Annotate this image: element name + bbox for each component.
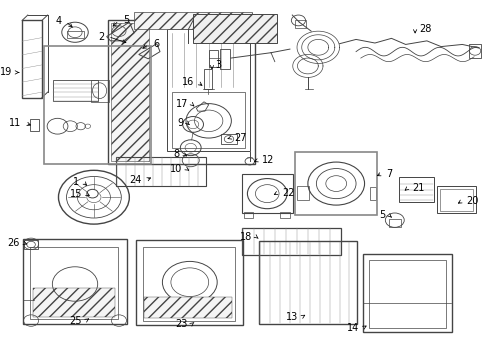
- Bar: [22, 21, 42, 98]
- Bar: [167, 30, 249, 151]
- Bar: [90, 80, 108, 102]
- Circle shape: [87, 189, 98, 198]
- Bar: [111, 23, 149, 161]
- Text: 9: 9: [177, 118, 183, 128]
- Bar: [294, 152, 377, 215]
- Bar: [468, 44, 480, 58]
- Text: 15: 15: [70, 189, 82, 199]
- Bar: [243, 212, 253, 218]
- Bar: [294, 20, 306, 28]
- Text: 11: 11: [9, 118, 21, 128]
- Bar: [134, 12, 252, 30]
- Bar: [193, 14, 277, 43]
- Bar: [436, 186, 475, 213]
- Bar: [171, 92, 244, 148]
- Bar: [203, 69, 212, 89]
- Text: 7: 7: [385, 168, 391, 179]
- Text: 2: 2: [98, 32, 104, 41]
- Bar: [44, 45, 150, 164]
- Text: 16: 16: [182, 77, 194, 87]
- Text: 26: 26: [7, 238, 19, 248]
- Bar: [142, 247, 234, 320]
- Text: 5: 5: [378, 210, 385, 220]
- Bar: [53, 80, 98, 101]
- Bar: [220, 49, 229, 69]
- Bar: [144, 297, 231, 318]
- Bar: [208, 50, 218, 67]
- Bar: [30, 247, 117, 319]
- Text: 19: 19: [0, 67, 12, 77]
- Text: 20: 20: [465, 196, 477, 206]
- Bar: [32, 288, 115, 317]
- Text: 25: 25: [69, 316, 82, 325]
- Text: 13: 13: [285, 312, 297, 322]
- Text: 17: 17: [175, 99, 187, 109]
- Bar: [221, 134, 236, 144]
- Bar: [296, 186, 308, 200]
- Bar: [368, 260, 445, 328]
- Text: 23: 23: [175, 319, 187, 329]
- Text: 5: 5: [122, 15, 129, 26]
- Text: 10: 10: [170, 163, 182, 174]
- Bar: [108, 21, 254, 164]
- Text: 24: 24: [129, 175, 142, 185]
- Bar: [23, 239, 127, 324]
- Text: 3: 3: [215, 60, 222, 70]
- Text: 6: 6: [153, 40, 159, 49]
- Text: 28: 28: [418, 24, 430, 34]
- Text: 18: 18: [240, 232, 252, 242]
- Text: 1: 1: [73, 177, 79, 187]
- Bar: [67, 31, 84, 39]
- Bar: [24, 240, 38, 249]
- Text: 8: 8: [173, 149, 180, 159]
- Bar: [259, 241, 357, 324]
- Text: 21: 21: [411, 183, 423, 193]
- Bar: [398, 177, 433, 202]
- Text: 22: 22: [281, 188, 294, 198]
- Bar: [388, 220, 400, 227]
- Bar: [369, 187, 375, 200]
- Text: 4: 4: [56, 17, 61, 27]
- Bar: [363, 254, 451, 332]
- Bar: [136, 240, 242, 325]
- Text: 14: 14: [346, 323, 359, 333]
- Bar: [241, 174, 292, 213]
- Bar: [30, 119, 39, 131]
- Text: 27: 27: [234, 133, 246, 143]
- Text: 12: 12: [261, 155, 273, 165]
- Bar: [241, 228, 340, 255]
- Bar: [280, 212, 289, 218]
- Bar: [439, 189, 472, 211]
